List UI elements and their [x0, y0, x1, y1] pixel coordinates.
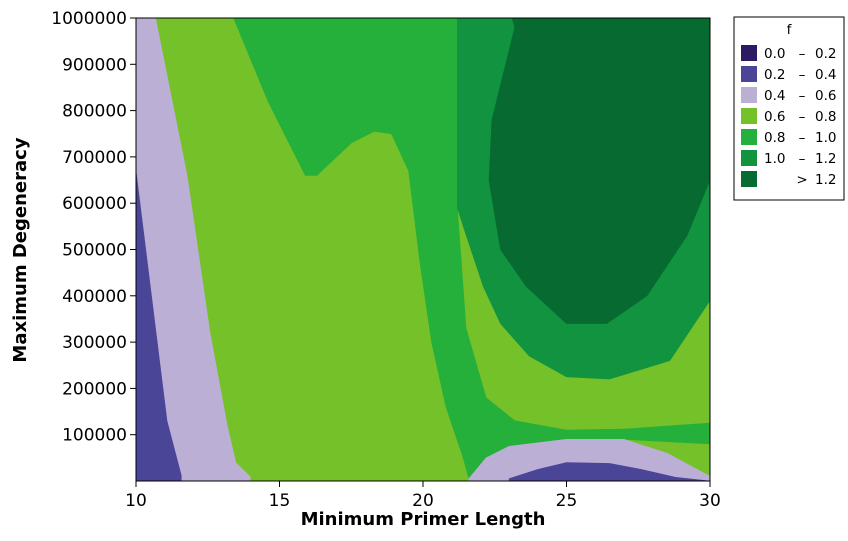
y-tick-label-8: 900000 — [62, 55, 127, 75]
y-tick-label-1: 200000 — [62, 379, 127, 399]
legend-swatch-1 — [741, 66, 757, 82]
legend-high-5: 1.2 — [815, 151, 836, 167]
legend-sep-0: – — [799, 46, 806, 62]
legend-low-4: 0.8 — [764, 130, 785, 146]
x-tick-label-4: 30 — [699, 491, 721, 511]
x-tick-label-3: 25 — [556, 491, 578, 511]
y-tick-label-7: 800000 — [62, 102, 127, 122]
x-tick-label-0: 10 — [125, 491, 147, 511]
legend-low-0: 0.0 — [764, 46, 785, 62]
legend-high-3: 0.8 — [815, 109, 836, 125]
legend-swatch-4 — [741, 129, 757, 145]
x-tick-label-1: 15 — [269, 491, 291, 511]
y-axis: 100000 200000 300000 400000 500000 600000 7000… — [51, 9, 136, 446]
y-tick-label-2: 300000 — [62, 333, 127, 353]
x-axis-title: Minimum Primer Length — [301, 509, 546, 530]
legend-sep-5: – — [799, 151, 806, 167]
legend-swatch-0 — [741, 45, 757, 61]
legend-low-2: 0.4 — [764, 88, 785, 104]
y-tick-label-0: 100000 — [62, 426, 127, 446]
legend-low-3: 0.6 — [764, 109, 785, 125]
x-tick-label-2: 20 — [412, 491, 434, 511]
y-tick-label-5: 600000 — [62, 194, 127, 214]
legend-low-5: 1.0 — [764, 151, 785, 167]
legend-high-4: 1.0 — [815, 130, 836, 146]
legend-swatch-2 — [741, 87, 757, 103]
legend-sep-3: – — [799, 109, 806, 125]
legend-high-2: 0.6 — [815, 88, 836, 104]
legend: f 0.0–0.20.2–0.40.4–0.60.6–0.80.8–1.01.0… — [734, 17, 844, 200]
legend-sep-2: – — [799, 88, 806, 104]
y-tick-label-4: 500000 — [62, 241, 127, 261]
legend-swatch-3 — [741, 108, 757, 124]
legend-high-0: 0.2 — [815, 46, 836, 62]
y-tick-label-6: 700000 — [62, 148, 127, 168]
x-axis: 10 15 20 25 30 — [125, 481, 721, 511]
legend-swatch-6 — [741, 171, 757, 187]
legend-high-6: 1.2 — [815, 172, 836, 188]
legend-sep-4: – — [799, 130, 806, 146]
legend-swatch-5 — [741, 150, 757, 166]
legend-sep-6: > — [796, 172, 807, 188]
legend-high-1: 0.4 — [815, 67, 836, 83]
y-axis-title: Maximum Degeneracy — [10, 137, 31, 362]
legend-low-1: 0.2 — [764, 67, 785, 83]
legend-sep-1: – — [799, 67, 806, 83]
y-tick-label-3: 400000 — [62, 287, 127, 307]
y-tick-label-9: 1000000 — [51, 9, 127, 29]
